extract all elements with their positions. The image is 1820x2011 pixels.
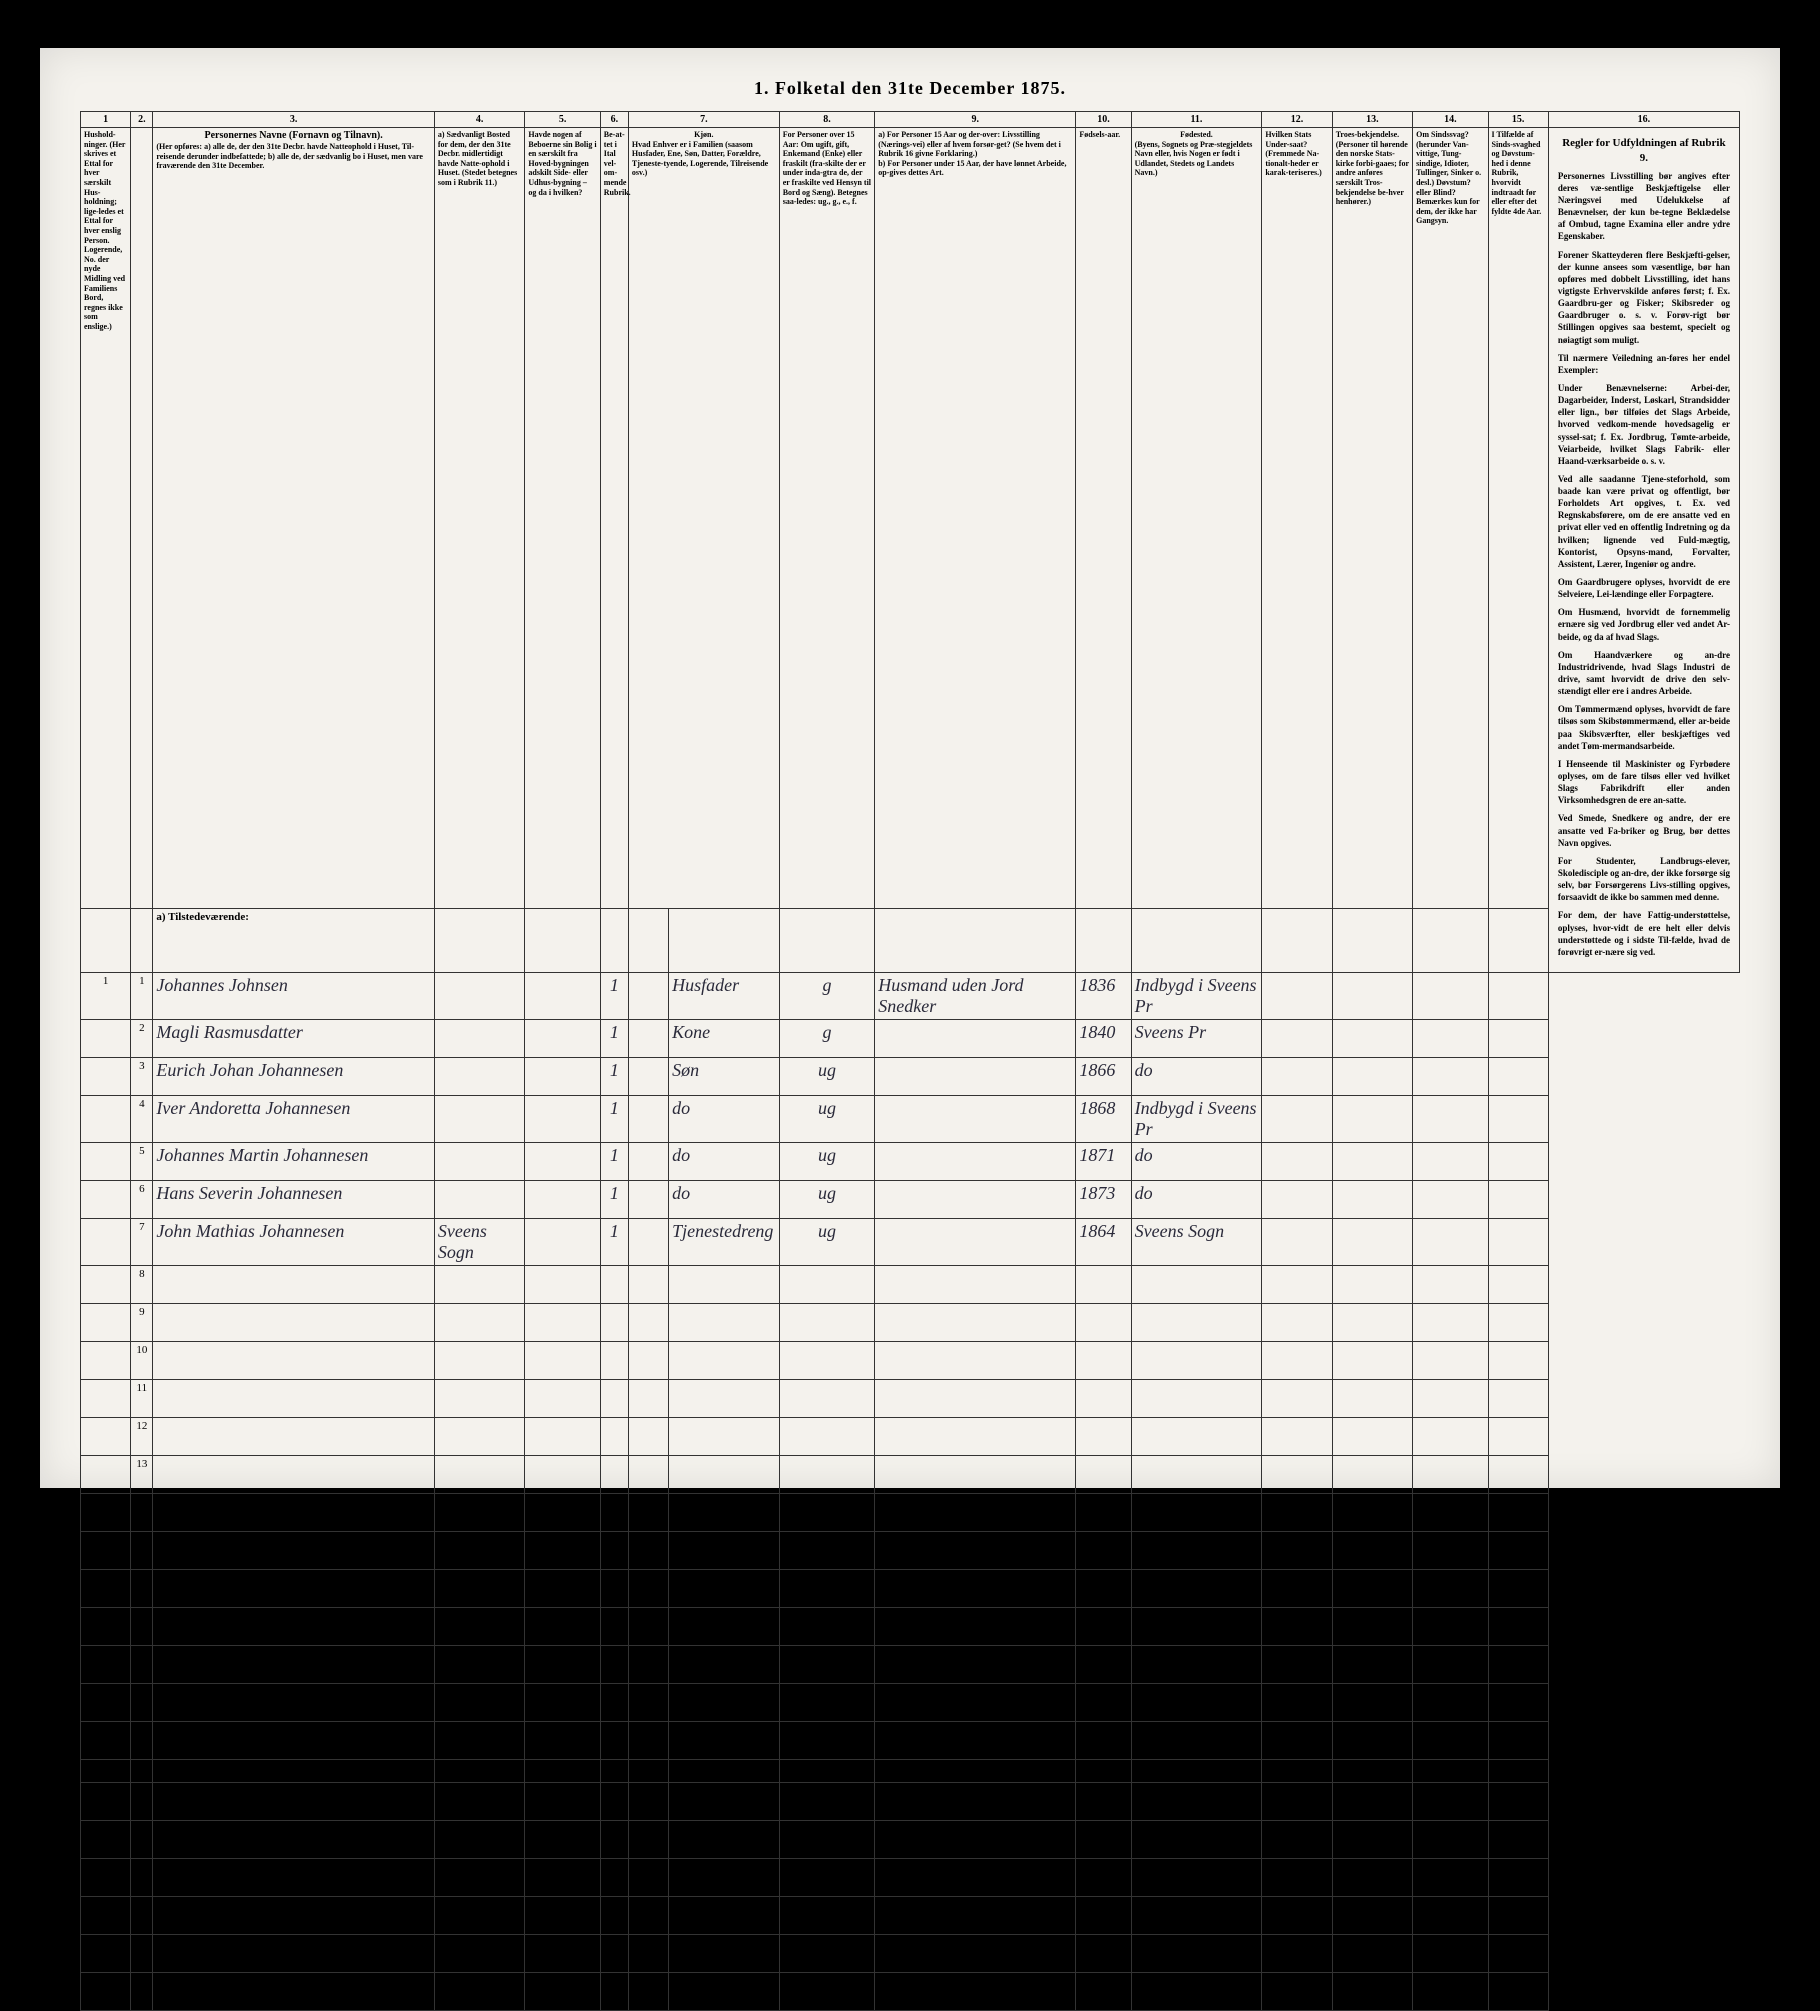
table-row: 7John Mathias JohannesenSveens Sogn1Tjen… bbox=[81, 1218, 1740, 1265]
col-num: 1 bbox=[81, 112, 131, 128]
header-households: Hushold-ninger. (Her skrives et Ettal fo… bbox=[81, 128, 131, 909]
table-row: 2 bbox=[81, 1820, 1740, 1858]
table-row: 9 bbox=[81, 1303, 1740, 1341]
section-absent: b) Fraværende: b) Kjendt eller formodet … bbox=[81, 1759, 1740, 1782]
header-sex-family: Kjøn. Hvad Enhver er i Familien (saasom … bbox=[628, 128, 779, 909]
header-blank bbox=[131, 128, 153, 909]
table-row: 2Magli Rasmusdatter1Koneg1840Sveens Pr bbox=[81, 1019, 1740, 1057]
table-row: 13 bbox=[81, 1455, 1740, 1493]
col-num: 13. bbox=[1332, 112, 1412, 128]
col-num: 3. bbox=[153, 112, 435, 128]
col-num: 10. bbox=[1076, 112, 1131, 128]
header-occupation: a) For Personer 15 Aar og der-over: Livs… bbox=[875, 128, 1076, 909]
table-row: 4Iver Andoretta Johannesen1doug1868Indby… bbox=[81, 1095, 1740, 1142]
section-present: a) Tilstedeværende: bbox=[81, 908, 1740, 972]
header-marital: For Personer over 15 Aar: Om ugift, gift… bbox=[779, 128, 875, 909]
col-num: 16. bbox=[1548, 112, 1739, 128]
col-num: 12. bbox=[1262, 112, 1332, 128]
table-row: 17 bbox=[81, 1607, 1740, 1645]
col-num: 6. bbox=[600, 112, 628, 128]
table-row: 14 bbox=[81, 1493, 1740, 1531]
table-row: 6 bbox=[81, 1972, 1740, 2010]
header-outbuilding: Havde nogen af Beboerne sin Bolig i en s… bbox=[525, 128, 600, 909]
table-row: 5 bbox=[81, 1934, 1740, 1972]
table-row: 10 bbox=[81, 1341, 1740, 1379]
header-disability-age: I Tilfælde af Sinds-svaghed og Døvstum-h… bbox=[1488, 128, 1548, 909]
header-birthplace: Fødested. (Byens, Sognets og Præ-stegjel… bbox=[1131, 128, 1262, 909]
table-row: 12 bbox=[81, 1417, 1740, 1455]
table-row: 20 bbox=[81, 1721, 1740, 1759]
col-num: 11. bbox=[1131, 112, 1262, 128]
table-row: 11Johannes Johnsen1HusfadergHusmand uden… bbox=[81, 972, 1740, 1019]
col-num: 14. bbox=[1413, 112, 1488, 128]
census-page: 1. Folketal den 31te December 1875. 1 2.… bbox=[40, 48, 1780, 1488]
table-row: 19 bbox=[81, 1683, 1740, 1721]
table-row: 3Eurich Johan Johannesen1Sønug1866do bbox=[81, 1057, 1740, 1095]
col-num: 15. bbox=[1488, 112, 1548, 128]
col-num: 9. bbox=[875, 112, 1076, 128]
table-row: 16 bbox=[81, 1569, 1740, 1607]
rules-column: Regler for Udfyldningen af Rubrik 9.Pers… bbox=[1548, 128, 1739, 973]
table-row: 6Hans Severin Johannesen1doug1873do bbox=[81, 1180, 1740, 1218]
header-disability: Om Sindssvag? (herunder Van-vittige, Tun… bbox=[1413, 128, 1488, 909]
table-row: 18 bbox=[81, 1645, 1740, 1683]
col-num: 7. bbox=[628, 112, 779, 128]
col-num: 4. bbox=[434, 112, 524, 128]
col-number-row: 1 2. 3. 4. 5. 6. 7. 8. 9. 10. 11. 12. 13… bbox=[81, 112, 1740, 128]
table-row: 8 bbox=[81, 1265, 1740, 1303]
table-row: 3 bbox=[81, 1858, 1740, 1896]
header-birth-year: Fødsels-aar. bbox=[1076, 128, 1131, 909]
table-row: 4 bbox=[81, 1896, 1740, 1934]
header-names: Personernes Navne (Fornavn og Tilnavn). … bbox=[153, 128, 435, 909]
page-title: 1. Folketal den 31te December 1875. bbox=[80, 78, 1740, 99]
header-religion: Troes-bekjendelse. (Personer til hørende… bbox=[1332, 128, 1412, 909]
col-num: 2. bbox=[131, 112, 153, 128]
table-row: 5Johannes Martin Johannesen1doug1871do bbox=[81, 1142, 1740, 1180]
header-col6: Be-at-tet i Ital vel-om-mende Rubrik. bbox=[600, 128, 628, 909]
header-residence: a) Sædvanligt Bosted for dem, der den 31… bbox=[434, 128, 524, 909]
header-nationality: Hvilken Stats Under-saat? (Fremmede Na-t… bbox=[1262, 128, 1332, 909]
census-table: 1 2. 3. 4. 5. 6. 7. 8. 9. 10. 11. 12. 13… bbox=[80, 111, 1740, 2011]
table-row: 11 bbox=[81, 1379, 1740, 1417]
table-row: 15 bbox=[81, 1531, 1740, 1569]
table-row: 1 bbox=[81, 1782, 1740, 1820]
col-num: 8. bbox=[779, 112, 875, 128]
col-num: 5. bbox=[525, 112, 600, 128]
header-row: Hushold-ninger. (Her skrives et Ettal fo… bbox=[81, 128, 1740, 909]
